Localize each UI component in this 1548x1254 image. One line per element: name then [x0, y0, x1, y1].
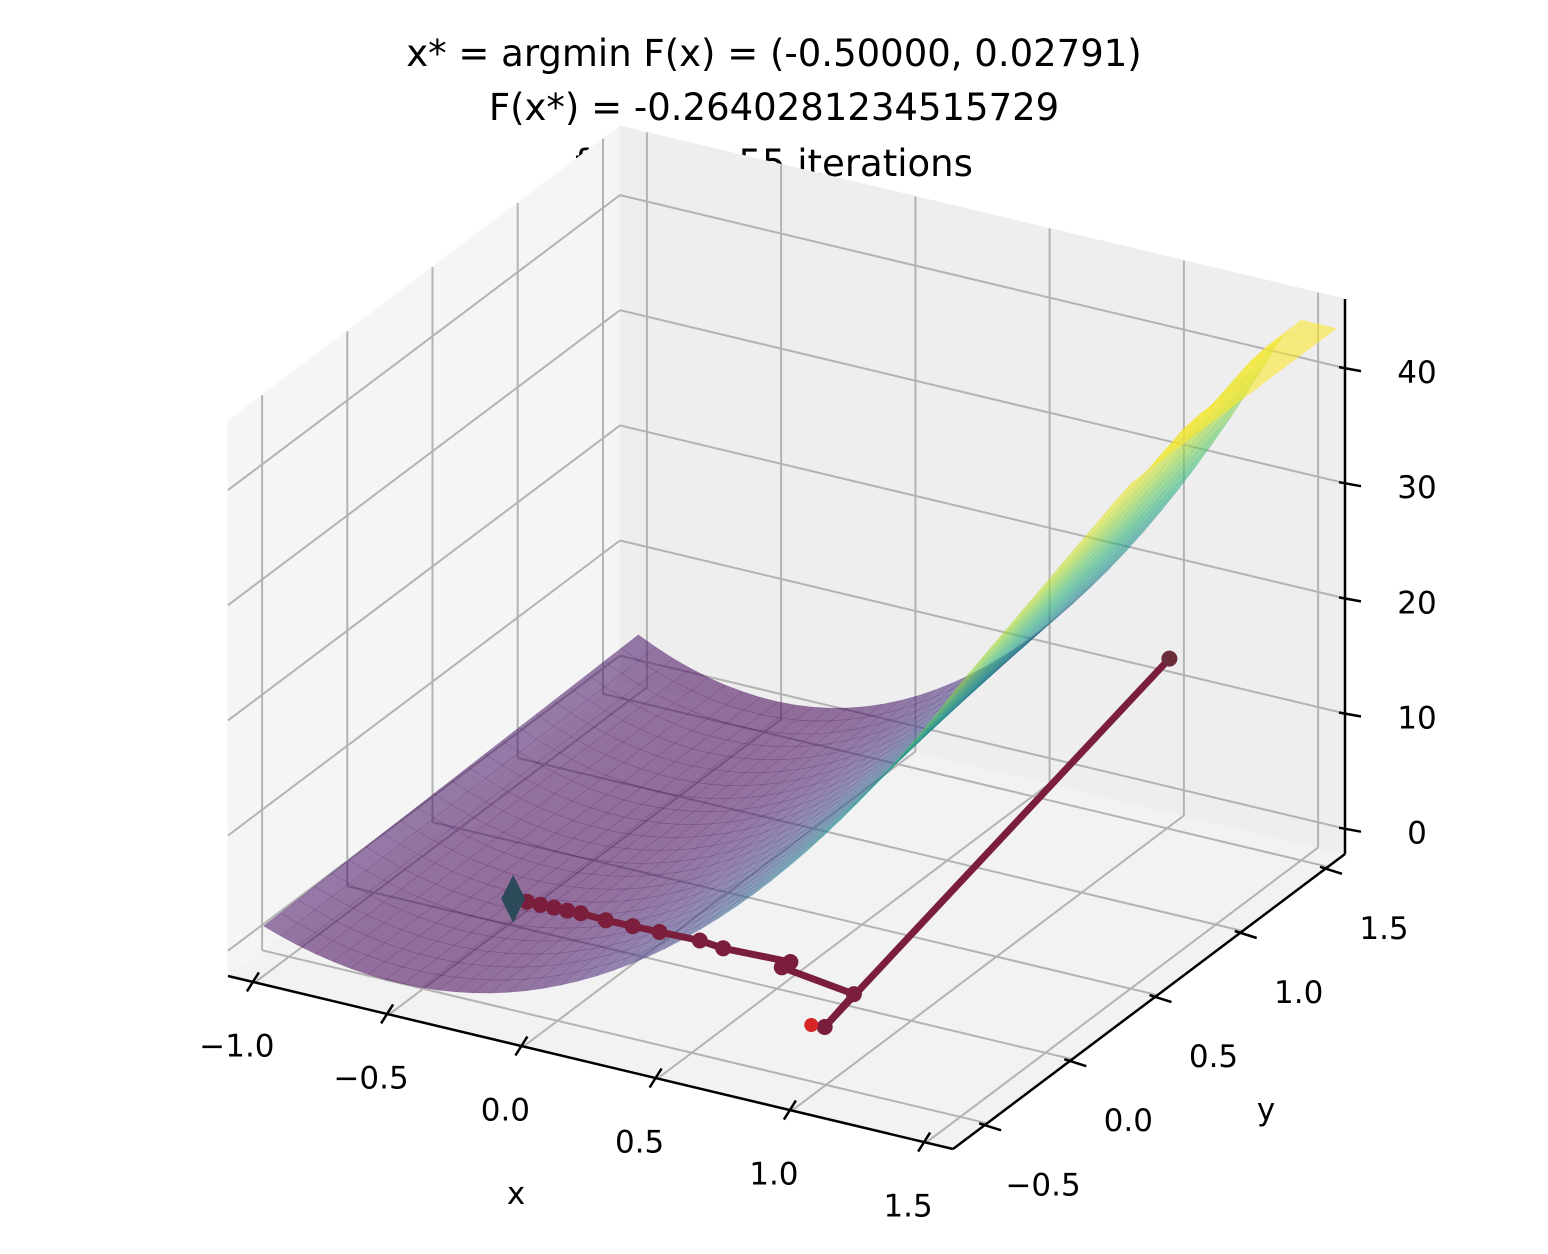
tick-marks: −1.0 −0.5 0.0 0.5 1.0 1.5 −0.5 0.0 0.5 1.0 1.5 0 10 2… — [199, 355, 1436, 1225]
surface-patch — [1216, 388, 1252, 406]
path-point — [782, 954, 799, 970]
surface-patch — [1029, 561, 1065, 607]
y-tick — [1319, 865, 1343, 875]
title-line-1: x* = argmin F(x) = (-0.50000, 0.02791) — [406, 32, 1142, 75]
x-tick — [648, 1067, 663, 1089]
z-tick-label: 30 — [1397, 470, 1436, 506]
surface — [262, 319, 1338, 994]
z-tick — [1338, 365, 1362, 373]
grid-line-z-left — [227, 424, 621, 722]
surface-patch — [1164, 429, 1201, 450]
z-tick — [1338, 711, 1362, 718]
x-tick-label: −1.0 — [199, 1028, 274, 1064]
grid-line-y-floor — [261, 949, 988, 1125]
y-tick — [1149, 993, 1172, 1004]
axis-panes — [226, 124, 1347, 1150]
x-tick — [380, 1003, 395, 1025]
surface-patch — [943, 661, 979, 705]
path-point — [597, 912, 614, 929]
z-tick-label: 20 — [1397, 585, 1436, 621]
title-line-2: F(x*) = -0.2640281234515729 — [489, 86, 1059, 129]
y-tick-label: 0.5 — [1189, 1039, 1238, 1075]
chart-title: x* = argmin F(x) = (-0.50000, 0.02791) F… — [406, 32, 1142, 185]
path-point — [624, 918, 641, 935]
minimum-marker — [501, 874, 526, 923]
grid-line-x-floor — [925, 846, 1319, 1144]
grid-line-z-left — [227, 194, 621, 491]
grid-line-z-back — [619, 654, 1346, 830]
x-axis-line — [227, 974, 954, 1151]
path-point — [691, 932, 708, 949]
z-tick-label: 0 — [1407, 816, 1427, 852]
z-tick — [1338, 480, 1362, 488]
y-tick-label: 0.0 — [1104, 1103, 1153, 1139]
x-tick-label: 0.0 — [481, 1093, 530, 1129]
y-tick — [978, 1122, 1002, 1132]
path-point — [1161, 650, 1178, 667]
path-point — [845, 986, 862, 1003]
path-point — [572, 905, 589, 922]
x-tick — [782, 1099, 797, 1121]
axis-lines — [227, 299, 1347, 1151]
x-tick-label: 0.5 — [615, 1125, 664, 1161]
grid-line-x-floor — [656, 782, 1051, 1080]
z-tick-label: 40 — [1397, 355, 1436, 391]
grid-line-z-left — [227, 539, 621, 837]
grid-line-z-back — [619, 539, 1346, 715]
z-tick — [1338, 596, 1362, 603]
z-tick — [1338, 826, 1362, 833]
grid-line-z-left — [227, 309, 621, 606]
grid-line-z-back — [619, 424, 1346, 600]
grid-line-z-back — [619, 309, 1346, 485]
y-tick — [1063, 1058, 1087, 1068]
surface-patch — [994, 601, 1030, 646]
path-point — [545, 899, 562, 916]
grid-line-z-back — [619, 194, 1346, 370]
x-tick — [917, 1131, 932, 1153]
initial-point-marker — [804, 1018, 819, 1032]
y-tick-label: 1.0 — [1274, 975, 1323, 1011]
x-tick-label: −0.5 — [333, 1060, 408, 1096]
y-tick-label: −0.5 — [1005, 1167, 1080, 1203]
grid-line-x-floor — [791, 814, 1185, 1112]
path-point — [651, 924, 668, 940]
path-point — [715, 940, 732, 957]
z-tick-label: 10 — [1397, 701, 1436, 737]
y-axis-label: y — [1257, 1092, 1275, 1128]
y-tick-label: 1.5 — [1359, 911, 1408, 947]
y-tick — [1234, 929, 1258, 940]
y-axis-line — [952, 853, 1346, 1150]
surface-patch — [960, 641, 996, 685]
x-tick — [514, 1035, 529, 1057]
x-tick-label: 1.0 — [749, 1157, 798, 1193]
optimization-path — [501, 650, 1178, 1035]
x-tick — [245, 971, 260, 993]
path-point — [532, 896, 549, 913]
path-point — [559, 902, 576, 919]
x-axis-label: x — [507, 1176, 525, 1212]
x-tick-label: 1.5 — [883, 1189, 932, 1225]
path-point — [816, 1019, 833, 1035]
surface-patch — [1148, 443, 1184, 470]
